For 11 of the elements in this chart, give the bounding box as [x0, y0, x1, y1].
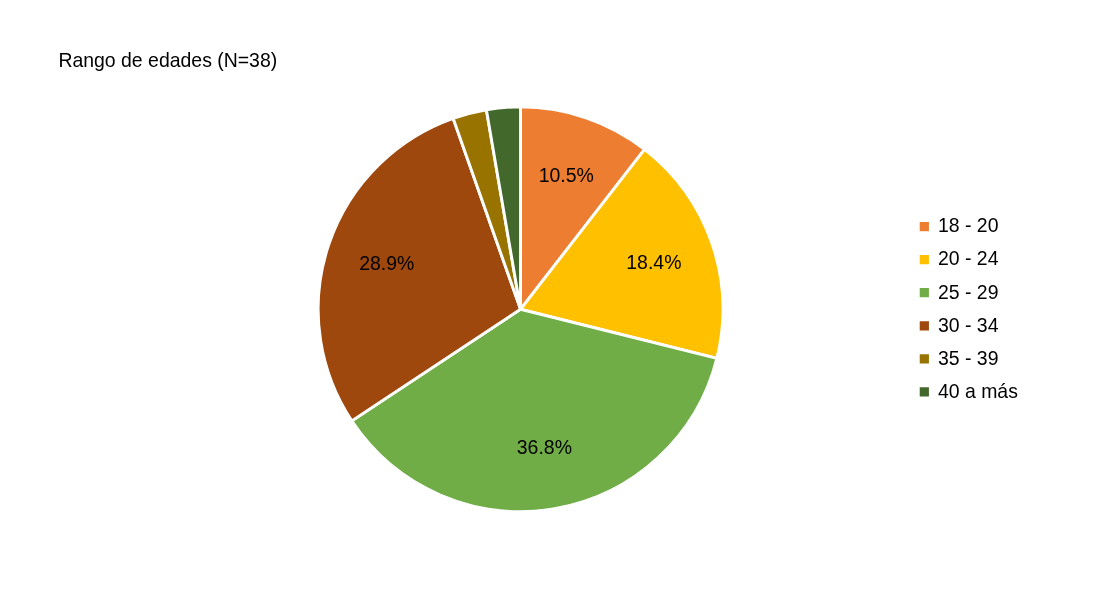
legend-label: 35 - 39 [937, 346, 999, 369]
chart-title: Rango de edades (N=38) [58, 48, 278, 71]
data-label: 36.8% [516, 436, 572, 459]
data-label: 10.5% [538, 163, 594, 186]
data-label: 28.9% [359, 252, 415, 275]
data-label: 18.4% [626, 250, 682, 273]
legend-label: 25 - 29 [937, 280, 999, 303]
legend-label: 18 - 20 [937, 214, 999, 237]
legend-label: 20 - 24 [937, 247, 999, 270]
legend-label: 40 a más [937, 379, 1019, 402]
legend-label: 30 - 34 [937, 313, 999, 336]
